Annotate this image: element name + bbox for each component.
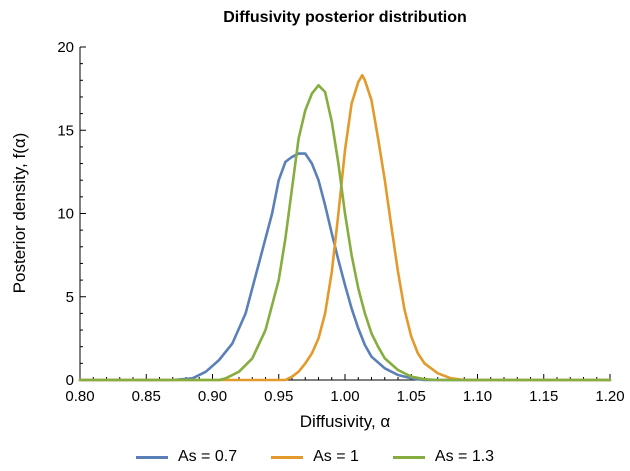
series-line-3	[78, 84, 612, 382]
series-line-1	[78, 152, 612, 382]
chart-title: Diffusivity posterior distribution	[223, 9, 467, 26]
legend-item: As = 1	[271, 448, 359, 466]
legend-swatch	[135, 455, 168, 459]
x-tick-label: 1.20	[595, 388, 624, 405]
y-tick-label: 15	[57, 122, 74, 139]
x-axis-label: Diffusivity, α	[300, 412, 391, 431]
x-tick-label: 1.10	[463, 388, 492, 405]
y-tick-label: 20	[57, 39, 74, 56]
series-line-2	[78, 74, 612, 382]
x-tick-label: 1.15	[529, 388, 558, 405]
y-axis-label: Posterior density, f(α)	[10, 133, 29, 294]
legend-swatch	[392, 455, 425, 459]
legend-label: As = 1	[313, 448, 359, 465]
plot-area: 0.80 0.85 0.90 0.95 1.00 1.05 1.10 1.15 1.20 0 5 10…	[57, 39, 624, 405]
x-tick-label: 0.80	[65, 388, 94, 405]
legend-label: As = 0.7	[177, 448, 238, 465]
x-tick-label: 0.95	[264, 388, 293, 405]
y-tick-label: 10	[57, 206, 74, 223]
legend-label: As = 1.3	[434, 448, 495, 465]
legend: As = 0.7 As = 1 As = 1.3	[0, 446, 630, 468]
x-tick-label: 1.00	[330, 388, 359, 405]
y-tick-label: 5	[66, 289, 74, 306]
legend-item: As = 1.3	[392, 448, 495, 466]
x-tick-label: 0.85	[132, 388, 161, 405]
y-tick-label: 0	[66, 372, 74, 389]
x-tick-label: 0.90	[198, 388, 227, 405]
legend-swatch	[271, 455, 304, 459]
legend-item: As = 0.7	[135, 448, 238, 466]
x-tick-label: 1.05	[397, 388, 426, 405]
